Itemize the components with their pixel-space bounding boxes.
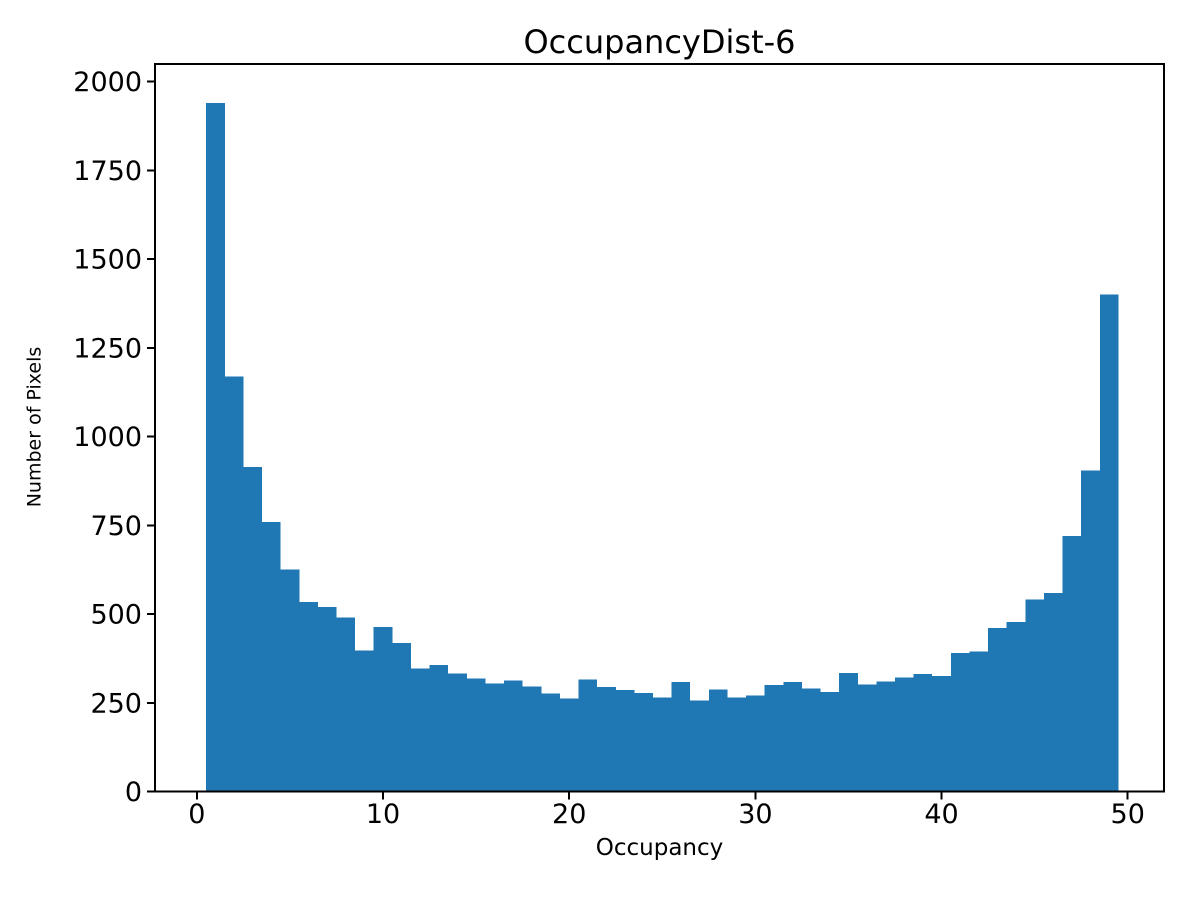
histogram-bar [410,668,430,792]
histogram-bar [652,697,672,792]
x-tick-label: 40 [924,799,958,830]
y-tick-label: 1500 [73,245,142,276]
x-tick-label: 20 [552,799,586,830]
histogram-bar [801,688,821,792]
x-tick-label: 50 [1111,799,1145,830]
y-tick-label: 2000 [73,67,142,98]
plot-border [154,63,1165,793]
histogram-bar [1062,535,1082,792]
x-tick-label: 0 [188,799,205,830]
y-tick-label: 250 [90,688,142,719]
y-tick-label: 1250 [73,333,142,364]
histogram-bar [243,466,263,792]
histogram-bar [708,689,728,792]
histogram-bar [1099,294,1119,792]
histogram-bar [466,678,486,792]
histogram-bar [615,690,635,792]
x-tick-label: 30 [738,799,772,830]
histogram-bar [894,677,914,792]
histogram-bar [1043,593,1063,792]
y-tick-label: 1000 [73,422,142,453]
histogram-bar [373,627,393,792]
histogram-bar [876,681,895,792]
histogram-bar [969,651,989,792]
histogram-bar [839,672,858,792]
histogram-bar [597,686,616,792]
y-axis-label: Number of Pixels [23,346,46,508]
histogram-bar [1081,470,1100,792]
y-tick-label: 500 [90,600,142,631]
histogram-bar [1006,622,1026,792]
histogram-bar [224,376,244,792]
histogram-bar [336,617,356,792]
histogram-bar [262,521,281,792]
histogram-bar [317,606,337,792]
histogram-bar [913,674,933,792]
chart-title: OccupancyDist-6 [523,23,796,61]
histogram-bar [429,665,449,792]
histogram-bar [727,697,747,792]
histogram-bar [522,686,542,792]
histogram-bar [932,676,951,792]
histogram-bar [355,650,374,792]
histogram-bar [559,698,579,792]
histogram-bar [746,695,765,792]
histogram-bar [820,691,840,792]
histogram-bar [1025,599,1044,792]
histogram-bar [578,679,598,792]
histogram-bar [690,700,709,792]
histogram-bar [280,569,300,792]
y-tick-label: 1750 [73,156,142,187]
histogram-bar [634,692,653,792]
histogram-bar [671,681,691,792]
y-tick-label: 0 [125,777,142,808]
histogram-bar [764,685,784,792]
histogram-bar [299,601,318,792]
histogram-bar [950,653,970,792]
histogram-bar [783,681,802,792]
histogram-bar [857,684,877,792]
histogram-bar [504,680,523,792]
histogram-bar [206,103,225,792]
histogram-bar [448,673,467,792]
histogram-bar [988,627,1007,792]
histogram-bar [392,642,411,792]
x-axis-label: Occupancy [595,835,724,861]
x-tick-label: 10 [366,799,400,830]
histogram-bar [541,693,560,792]
histogram-bar [485,683,505,792]
y-tick-label: 750 [90,511,142,542]
